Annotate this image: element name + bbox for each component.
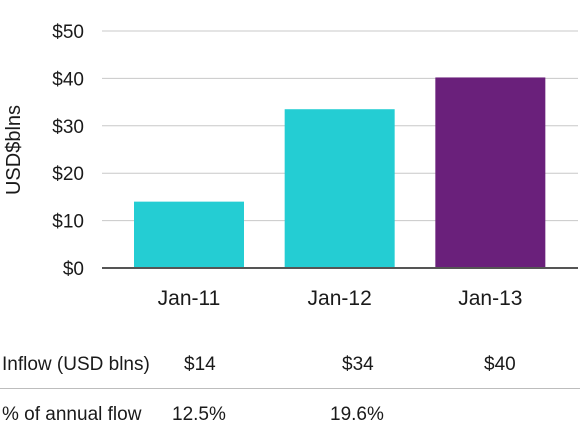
y-axis-label: USD$blns (3, 105, 25, 195)
y-tick-label: $10 (52, 212, 84, 233)
bars (134, 77, 546, 269)
y-tick-label: $30 (52, 117, 84, 138)
inflow-cell-jan-11: $14 (184, 354, 216, 375)
inflow-cell-jan-12: $34 (342, 354, 374, 375)
inflow-cell-jan-13: $40 (484, 354, 516, 375)
y-tick-label: $50 (52, 22, 84, 43)
x-category-label: Jan-13 (458, 287, 522, 310)
annual-flow-cell-jan-11: 12.5% (172, 404, 226, 425)
annual-flow-row-label: % of annual flow (2, 404, 142, 425)
bar-chart: $0 $10 $20 $30 $40 $50 Jan-11 Jan-12 Jan-13 USD… (3, 22, 578, 310)
bar-jan-11 (134, 201, 244, 268)
bar-jan-13 (435, 77, 546, 269)
y-tick-label: $0 (63, 259, 84, 280)
inflow-row-label: Inflow (USD blns) (2, 354, 150, 375)
table-divider (0, 388, 580, 389)
bar-jan-12 (284, 109, 395, 269)
y-axis-ticks: $0 $10 $20 $30 $40 $50 (52, 22, 84, 280)
x-category-label: Jan-11 (158, 287, 221, 310)
y-tick-label: $20 (52, 164, 84, 185)
x-category-label: Jan-12 (308, 287, 372, 310)
y-tick-label: $40 (52, 69, 84, 90)
annual-flow-cell-jan-12: 19.6% (330, 404, 384, 425)
x-axis-categories: Jan-11 Jan-12 Jan-13 (158, 287, 523, 310)
